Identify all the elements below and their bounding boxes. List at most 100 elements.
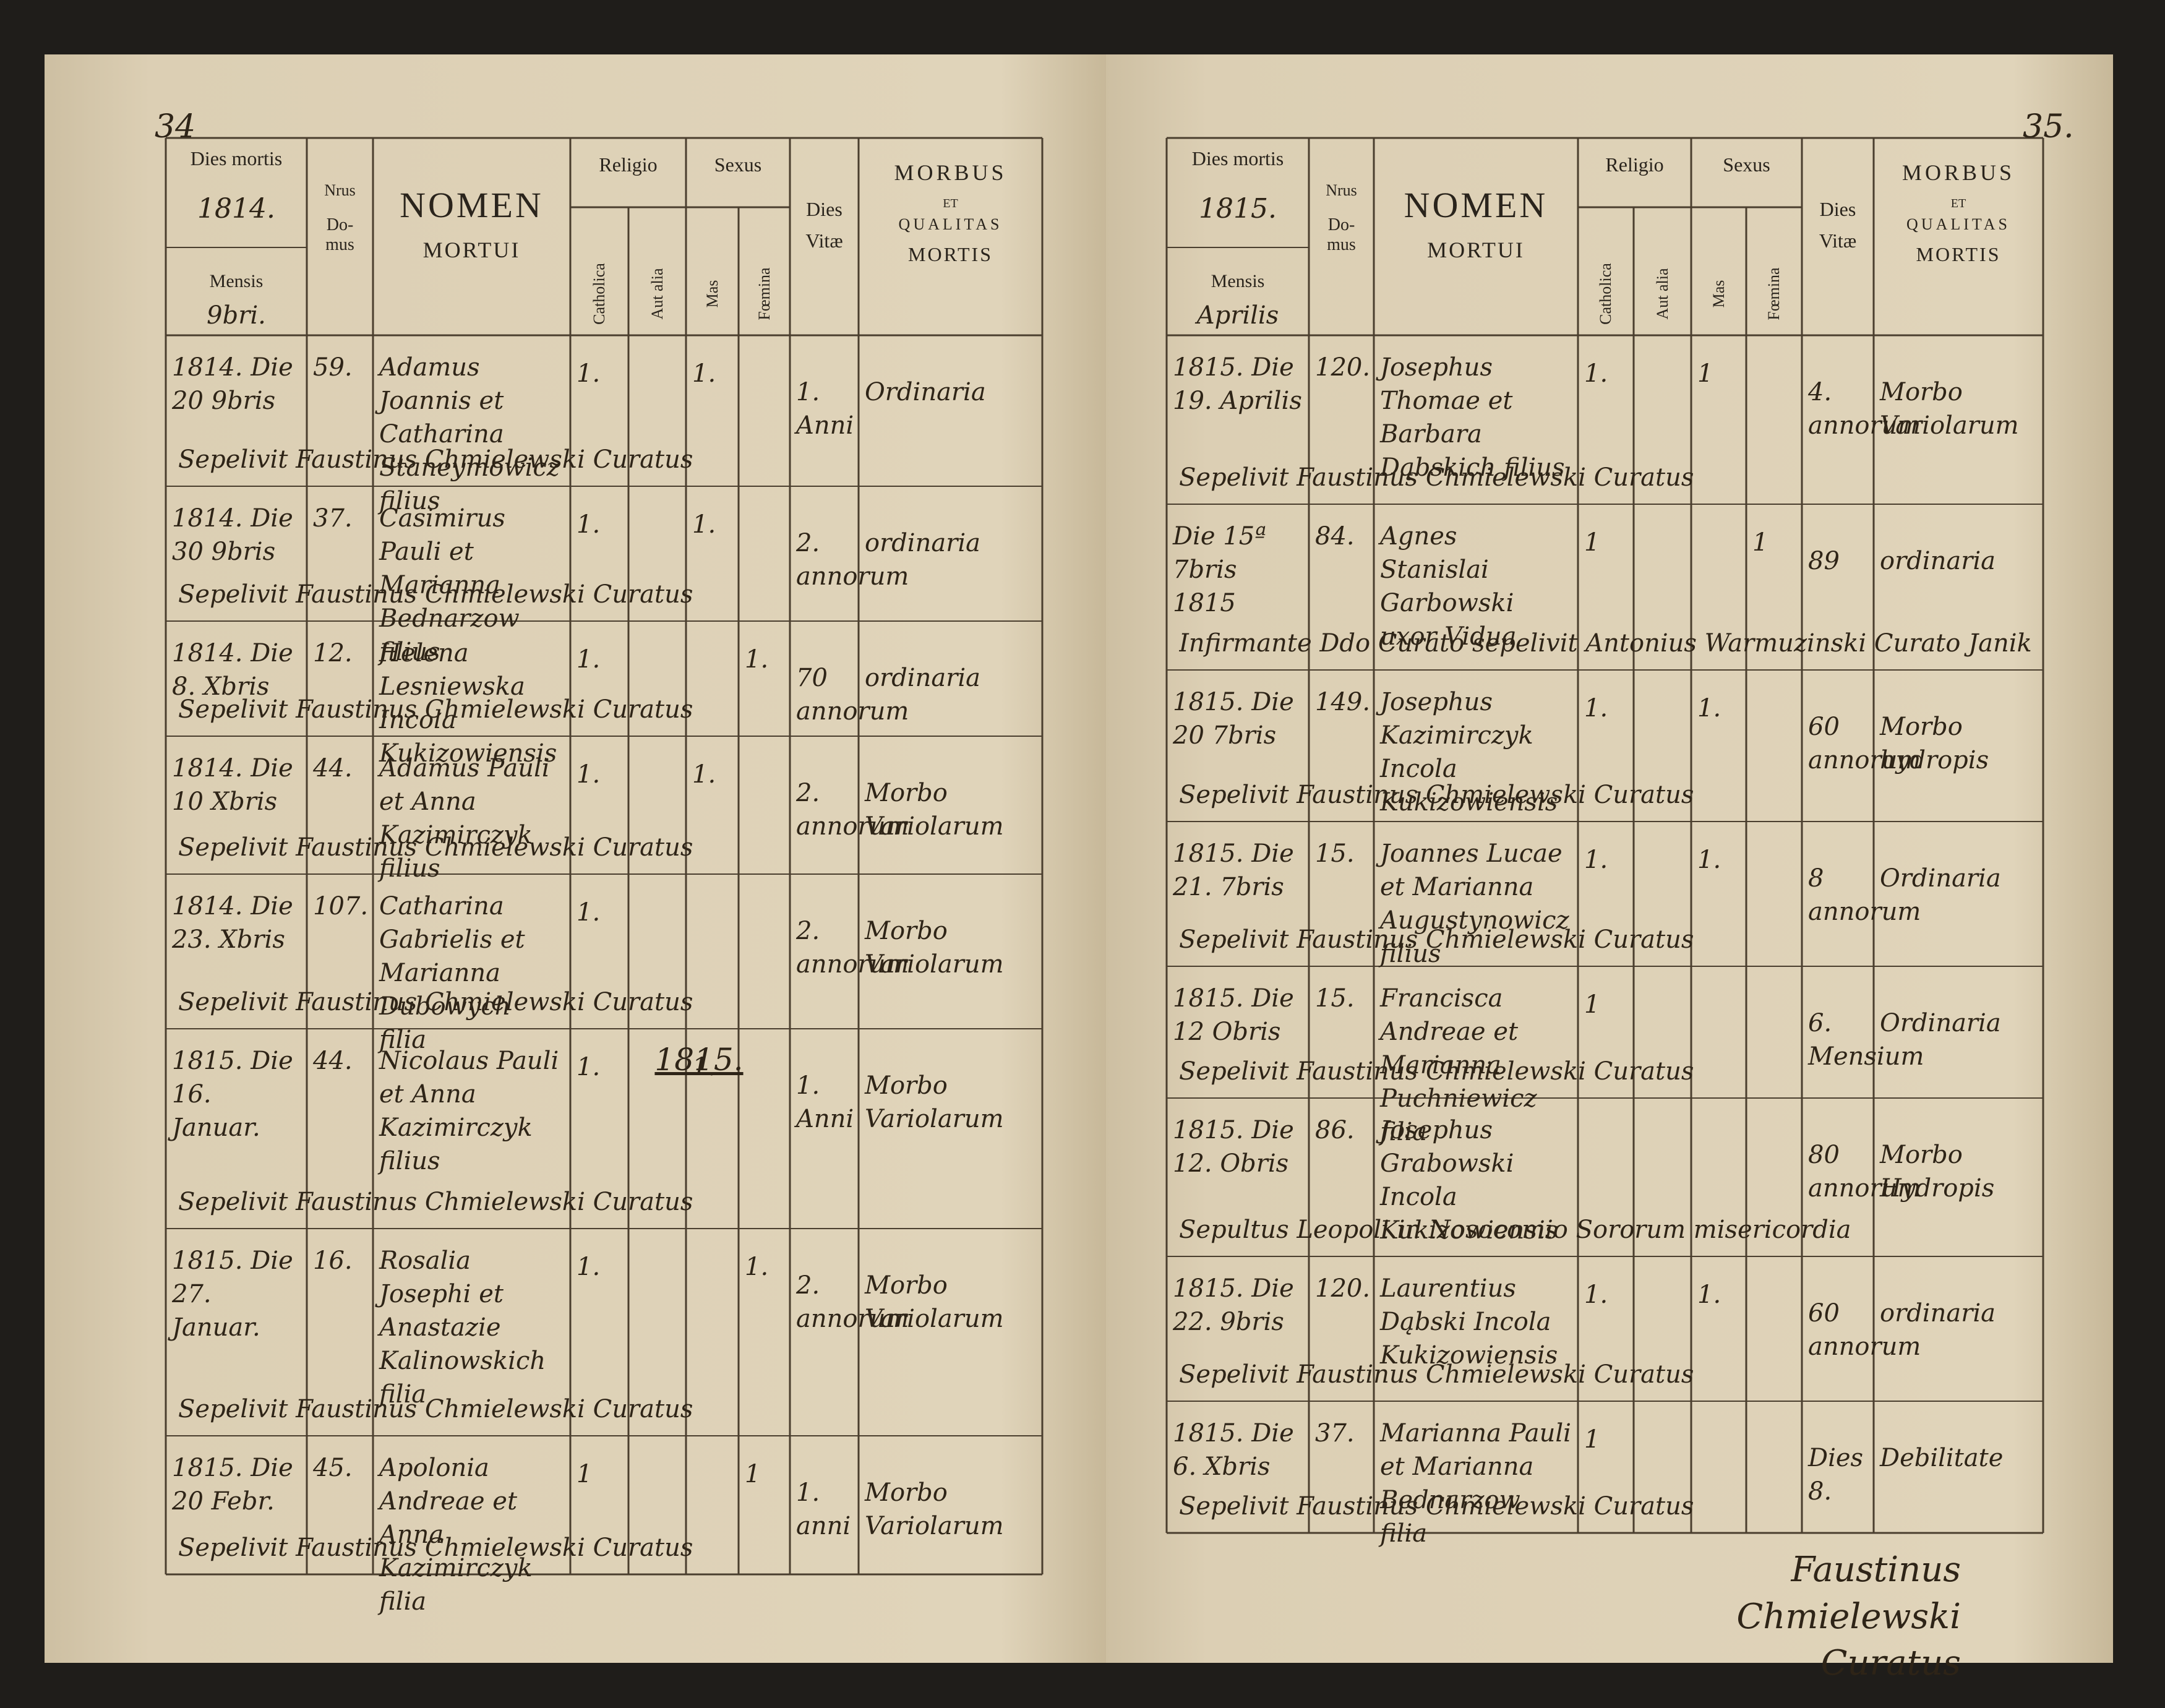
header-label: Sexus bbox=[714, 153, 762, 176]
signature: Faustinus Chmielewski Curatus bbox=[1736, 1550, 1961, 1684]
entry-date: 1815. Die 22. 9bris bbox=[1173, 1274, 1294, 1336]
entry-domus: 86. bbox=[1315, 1116, 1355, 1144]
entry-foemina: 1. bbox=[745, 645, 769, 674]
entry-burial-note: Sepelivit Faustinus Chmielewski Curatus bbox=[1179, 1057, 1694, 1086]
header-label: Mensis bbox=[1211, 271, 1265, 291]
entry-date: 1814. Die 23. Xbris bbox=[172, 892, 293, 954]
entry-catholica: 1. bbox=[1584, 359, 1608, 388]
entry-mas: 1. bbox=[692, 760, 716, 789]
entry-domus: 15. bbox=[1315, 984, 1355, 1013]
entry-vitae: 89 bbox=[1808, 547, 1840, 575]
entry-morbus: Morbo Variolarum bbox=[865, 1478, 1004, 1540]
entry-nomen: Josephus Kazimirczyk Incola Kukizowiensi… bbox=[1380, 688, 1558, 817]
entry-morbus: ordinaria bbox=[865, 529, 980, 557]
header-label: MORTIS bbox=[908, 243, 993, 265]
entry-morbus: Morbo Variolarum bbox=[865, 1271, 1004, 1333]
entry-morbus: ordinaria bbox=[1880, 547, 1996, 575]
entry-burial-note: Sepelivit Faustinus Chmielewski Curatus bbox=[178, 988, 693, 1016]
header-label: MORTIS bbox=[1916, 243, 2001, 265]
entry-nomen: Adamus Pauli et Anna Kazimirczyk filius bbox=[379, 754, 550, 883]
entry-vitae: 2. annorum bbox=[796, 917, 909, 979]
entry-burial-note: Sepelivit Faustinus Chmielewski Curatus bbox=[178, 1395, 693, 1423]
entry-morbus: Morbo Variolarum bbox=[865, 779, 1004, 841]
header-label: Religio bbox=[599, 153, 658, 176]
entry-morbus: Ordinaria bbox=[865, 378, 986, 406]
entry-date: 1814. Die 10 Xbris bbox=[172, 754, 293, 816]
entry-vitae: 1. Anni bbox=[796, 1071, 854, 1133]
header-label: Aut alia bbox=[648, 268, 666, 320]
entry-nomen: Laurentius Dąbski Incola Kukizowiensis bbox=[1380, 1274, 1558, 1370]
entry-foemina: 1 bbox=[1752, 528, 1768, 557]
entry-burial-note: Sepelivit Faustinus Chmielewski Curatus bbox=[1179, 925, 1694, 954]
entry-morbus: Morbo Variolarum bbox=[865, 917, 1004, 979]
entry-catholica: 1 bbox=[1584, 528, 1600, 557]
entry-date: 1815. Die 6. Xbris bbox=[1173, 1419, 1294, 1481]
entry-domus: 59. bbox=[313, 353, 353, 382]
header-label: Dies mortis bbox=[190, 147, 283, 170]
entry-catholica: 1. bbox=[1584, 846, 1608, 874]
header-label: Mas bbox=[703, 280, 721, 308]
header-month: Aprilis bbox=[1196, 301, 1279, 330]
entry-vitae: 1. anni bbox=[796, 1478, 851, 1540]
entry-date: 1814. Die 20 9bris bbox=[172, 353, 293, 415]
entry-foemina: 1 bbox=[745, 1460, 761, 1488]
entry-date: Die 15ª 7bris 1815 bbox=[1173, 522, 1267, 617]
header-label: QUALITAS bbox=[1906, 215, 2010, 233]
entry-morbus: Morbo Variolarum bbox=[1880, 378, 2019, 440]
header-label: Nrus bbox=[324, 181, 356, 199]
header-label: NOMEN bbox=[400, 185, 544, 225]
entry-morbus: Morbo hydropis bbox=[1880, 713, 1989, 775]
header-label: Mas bbox=[1709, 280, 1728, 308]
entry-mas: 1 bbox=[1697, 359, 1713, 388]
entry-vitae: 4. annorum bbox=[1808, 378, 1921, 440]
entry-nomen: Agnes Stanislai Garbowski uxor Vidua bbox=[1380, 522, 1517, 651]
entry-catholica: 1 bbox=[577, 1460, 593, 1488]
left-page bbox=[45, 54, 1106, 1663]
entry-date: 1815. Die 21. 7bris bbox=[1173, 839, 1294, 901]
entry-catholica: 1. bbox=[577, 359, 601, 388]
entry-foemina: 1. bbox=[745, 1253, 769, 1281]
entry-domus: 120. bbox=[1315, 353, 1371, 382]
header-label: Aut alia bbox=[1653, 268, 1671, 320]
header-label: MORTUI bbox=[1427, 238, 1525, 262]
header-label: Dies Vitæ bbox=[1819, 198, 1857, 252]
entry-nomen: Catharina Gabrielis et Marianna Dubowych… bbox=[379, 892, 525, 1054]
header-label: Fœmina bbox=[755, 267, 773, 320]
entry-nomen: Marianna Pauli et Marianna Bednarzow fil… bbox=[1380, 1419, 1571, 1548]
entry-nomen: Josephus Grabowski Incola Kukizowiensis bbox=[1380, 1116, 1558, 1245]
entry-catholica: 1. bbox=[1584, 1281, 1608, 1309]
entry-date: 1815. Die 12 Obris bbox=[1173, 984, 1294, 1046]
header-label: MORBUS bbox=[1901, 160, 2015, 185]
entry-burial-note: Sepelivit Faustinus Chmielewski Curatus bbox=[178, 695, 693, 724]
header-label: Religio bbox=[1605, 153, 1664, 176]
page-number: 35. bbox=[2023, 108, 2074, 145]
header-label: QUALITAS bbox=[898, 215, 1003, 233]
header-year: 1815. bbox=[1199, 193, 1277, 225]
entry-catholica: 1. bbox=[1584, 694, 1608, 723]
header-label: Catholica bbox=[1597, 263, 1614, 325]
entry-domus: 149. bbox=[1315, 688, 1371, 716]
entry-domus: 120. bbox=[1315, 1274, 1371, 1303]
header-label: NOMEN bbox=[1404, 185, 1548, 225]
entry-mas: 1. bbox=[692, 510, 716, 539]
entry-catholica: 1 bbox=[1584, 1425, 1600, 1454]
entry-domus: 84. bbox=[1315, 522, 1355, 551]
header-label: MORBUS bbox=[894, 160, 1007, 185]
page-number: 34 bbox=[155, 108, 196, 145]
header-label: Sexus bbox=[1723, 153, 1770, 176]
entry-burial-note: Sepelivit Faustinus Chmielewski Curatus bbox=[178, 833, 693, 862]
entry-nomen: Francisca Andreae et Marianna Puchniewic… bbox=[1380, 984, 1537, 1146]
header-month: 9bri. bbox=[207, 301, 266, 330]
entry-burial-note: Sepelivit Faustinus Chmielewski Curatus bbox=[178, 445, 693, 474]
entry-morbus: ordinaria bbox=[865, 664, 980, 692]
entry-mas: 1. bbox=[692, 359, 716, 388]
entry-nomen: Helena Lesniewska Incola Kukizowiensis bbox=[379, 639, 557, 768]
entry-date: 1814. Die 8. Xbris bbox=[172, 639, 293, 701]
entry-date: 1815. Die 20 Febr. bbox=[172, 1454, 293, 1516]
entry-catholica: 1. bbox=[577, 1053, 601, 1081]
entry-vitae: 60 annorum bbox=[1808, 713, 1921, 775]
entry-catholica: 1. bbox=[577, 898, 601, 927]
entry-mas: 1. bbox=[1697, 694, 1721, 723]
